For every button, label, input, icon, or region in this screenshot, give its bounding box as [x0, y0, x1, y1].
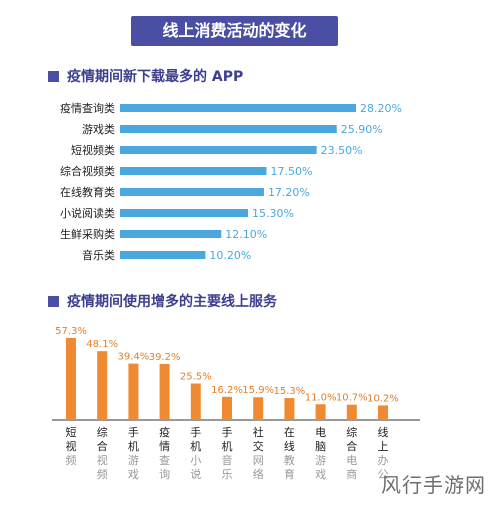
category-label-char: 在: [284, 426, 295, 439]
category-label-char: 线: [378, 425, 389, 439]
chart-banner-title: 线上消费活动的变化: [131, 16, 338, 46]
bar: [120, 104, 356, 112]
bar: [128, 363, 139, 420]
category-label-char: 频: [66, 453, 77, 467]
category-label-char: 戏: [128, 468, 139, 481]
data-label: 39.2%: [149, 352, 181, 363]
bar: [120, 146, 317, 154]
data-label: 28.20%: [360, 102, 402, 115]
app-download-bar-chart: 疫情查询类 28.20% 游戏类 25.90% 短视频类 23.50% 综合视频类 17.50…: [60, 101, 402, 262]
bar: [97, 351, 108, 420]
category-label-char: 社: [253, 425, 264, 439]
bar: [222, 396, 232, 420]
category-label-char: 手: [128, 425, 139, 439]
bar: [120, 251, 206, 259]
category-label: 短视频类: [71, 143, 115, 157]
category-label: 疫情查询类: [60, 101, 115, 115]
category-label-char: 育: [284, 467, 295, 481]
data-label: 10.2%: [367, 393, 399, 404]
bar: [378, 405, 388, 420]
data-label: 48.1%: [86, 339, 118, 350]
bar: [159, 363, 170, 420]
chart-2-title: 疫情期间使用增多的主要线上服务: [48, 291, 277, 311]
square-bullet-icon: [48, 295, 59, 307]
category-label-char: 机: [222, 439, 233, 453]
bar: [120, 167, 267, 175]
bar: [253, 397, 264, 420]
category-label-char: 情: [159, 440, 170, 453]
category-label-char: 手: [190, 425, 201, 439]
data-label: 39.4%: [118, 352, 150, 363]
watermark-logo: 风行手游网: [381, 473, 486, 497]
chart-1-title-text: 疫情期间新下载最多的 APP: [67, 69, 244, 85]
chart-2-title-text: 疫情期间使用增多的主要线上服务: [67, 294, 277, 310]
category-label-char: 综: [97, 425, 108, 439]
data-label: 11.0%: [305, 392, 337, 403]
category-label-char: 疫: [159, 425, 170, 439]
category-label: 生鲜采购类: [60, 227, 115, 241]
square-bullet-icon: [48, 70, 59, 82]
category-label-char: 办: [378, 454, 389, 467]
category-label: 音乐类: [82, 248, 115, 262]
category-label-char: 乐: [222, 468, 233, 481]
data-label: 57.3%: [55, 326, 87, 337]
chart-1-title: 疫情期间新下载最多的 APP: [48, 66, 243, 86]
category-label-char: 手: [222, 425, 233, 439]
category-label-char: 游: [128, 454, 139, 467]
category-label-char: 机: [190, 439, 201, 453]
category-label-char: 交: [253, 439, 264, 453]
category-label-char: 音: [222, 453, 233, 467]
category-label-char: 商: [346, 467, 357, 481]
category-label-char: 电: [315, 426, 326, 439]
category-label: 综合视频类: [60, 164, 115, 178]
category-label: 游戏类: [82, 122, 115, 136]
category-label-char: 电: [346, 454, 357, 467]
category-label-char: 线: [284, 439, 295, 453]
data-label: 17.50%: [270, 165, 312, 178]
category-label-char: 短: [66, 425, 77, 439]
category-label-char: 小: [190, 454, 201, 467]
category-label-char: 询: [159, 468, 170, 481]
category-label-char: 合: [97, 439, 108, 453]
category-label-char: 说: [190, 467, 201, 481]
category-label-char: 综: [346, 425, 357, 439]
data-label: 23.50%: [321, 144, 363, 157]
category-label-char: 视: [66, 439, 77, 453]
bar: [120, 209, 249, 217]
category-label: 在线教育类: [60, 185, 115, 199]
data-label: 16.2%: [211, 385, 243, 396]
category-label-char: 频: [97, 467, 108, 481]
bar: [346, 404, 357, 420]
data-label: 25.5%: [180, 372, 212, 383]
data-label: 15.3%: [274, 386, 306, 397]
category-label-char: 视: [97, 453, 108, 467]
data-label: 15.9%: [242, 385, 274, 396]
category-label-char: 戏: [315, 468, 326, 481]
category-label-char: 脑: [315, 440, 326, 453]
bar: [315, 404, 326, 420]
category-label-char: 机: [128, 439, 139, 453]
data-label: 15.30%: [252, 207, 294, 220]
bar: [284, 398, 295, 420]
data-label: 10.7%: [336, 393, 368, 404]
category-label-char: 查: [159, 453, 170, 467]
bar: [66, 338, 76, 420]
data-label: 17.20%: [268, 186, 310, 199]
data-label: 10.20%: [209, 249, 251, 262]
category-label-char: 教: [284, 454, 295, 467]
data-label: 12.10%: [225, 228, 267, 241]
bar: [120, 188, 264, 196]
data-label: 25.90%: [341, 123, 383, 136]
category-label-char: 网: [253, 454, 264, 467]
category-label-char: 上: [378, 440, 389, 453]
category-label-char: 合: [346, 439, 357, 453]
bar: [190, 383, 201, 420]
bar: [120, 125, 337, 133]
category-label: 小说阅读类: [60, 206, 115, 220]
category-label-char: 公: [378, 468, 389, 481]
bar: [120, 230, 222, 238]
category-label-char: 络: [253, 467, 264, 481]
online-service-bar-chart: 57.3%短视频48.1%综合视频39.4%手机游戏39.2%疫情查询25.5%…: [52, 326, 420, 481]
category-label-char: 游: [315, 454, 326, 467]
